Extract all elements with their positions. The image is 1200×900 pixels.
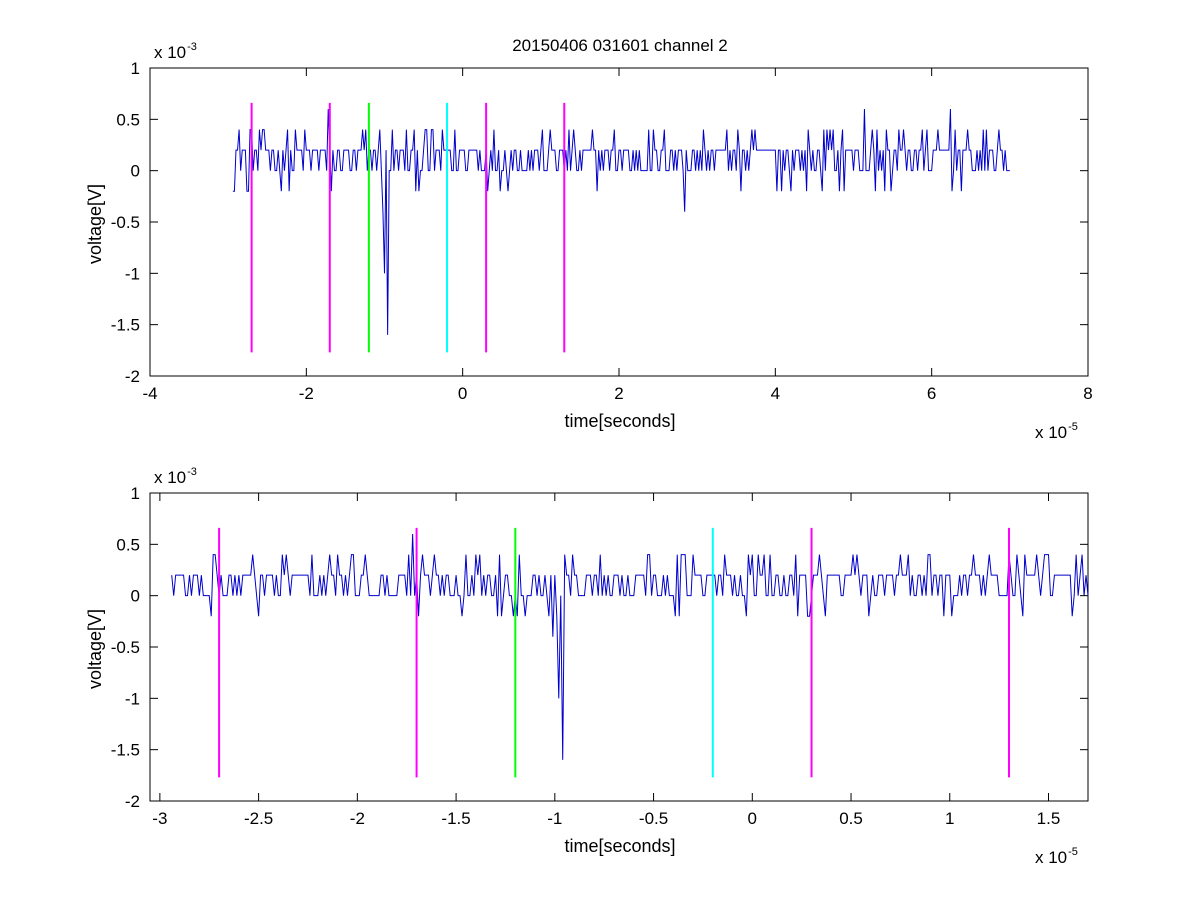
x-tick-label: -2.5 (244, 809, 273, 828)
y-exponent-base: x 10 (154, 468, 186, 487)
x-tick-label: -1 (547, 809, 562, 828)
x-exponent-power: -5 (1068, 421, 1078, 433)
x-axis-label: time[seconds] (564, 836, 675, 856)
y-axis-label: voltage[V] (85, 609, 105, 689)
y-exponent-power: -3 (187, 466, 197, 478)
x-tick-label: 0.5 (839, 809, 863, 828)
x-tick-label: 1.5 (1037, 809, 1061, 828)
y-exponent-label: x 10-3 (154, 466, 197, 487)
x-tick-label: 0 (748, 809, 757, 828)
x-axis-label: time[seconds] (564, 411, 675, 431)
y-tick-label: -2 (125, 367, 140, 386)
axes-bottom: -3 -2.5 -2 -1.5 -1 -0.5 0 0.5 1 1.5 -2 -1.5 -1 -0.5 0 0… (85, 466, 1089, 867)
y-tick-label: -0.5 (111, 213, 140, 232)
axes-top: -4 -2 0 2 4 6 8-2-1.5-1-0.500.51time[seconds]v… (85, 41, 1093, 442)
y-tick-label: 0.5 (116, 535, 140, 554)
x-tick-label: 6 (927, 384, 936, 403)
x-tick-label: 0 (458, 384, 467, 403)
y-tick-label: -1.5 (111, 741, 140, 760)
y-axis-label: voltage[V] (85, 184, 105, 264)
y-tick-label: 0 (131, 162, 140, 181)
y-tick-label: 0.5 (116, 110, 140, 129)
x-tick-label: -3 (152, 809, 167, 828)
y-tick-label: -0.5 (111, 638, 140, 657)
x-exponent-label: x 10-5 (1035, 421, 1078, 442)
signal-trace (232, 109, 1010, 335)
x-tick-label: 1 (945, 809, 954, 828)
y-tick-label: 1 (131, 484, 140, 503)
x-tick-label: -2 (350, 809, 365, 828)
x-tick-label: 8 (1083, 384, 1092, 403)
x-tick-label: -4 (142, 384, 157, 403)
x-tick-label: 2 (614, 384, 623, 403)
y-tick-label: -2 (125, 792, 140, 811)
x-tick-label: -0.5 (639, 809, 668, 828)
y-tick-label: 1 (131, 59, 140, 78)
x-exponent-label: x 10-5 (1035, 846, 1078, 867)
y-exponent-base: x 10 (154, 43, 186, 62)
x-tick-label: 4 (771, 384, 780, 403)
x-tick-label: -1.5 (441, 809, 470, 828)
figure-title: 20150406 031601 channel 2 (512, 36, 728, 55)
y-tick-label: -1 (125, 689, 140, 708)
y-tick-label: 0 (131, 587, 140, 606)
y-exponent-power: -3 (187, 41, 197, 53)
y-tick-label: -1 (125, 264, 140, 283)
plot-area (149, 67, 1089, 377)
x-exponent-power: -5 (1068, 846, 1078, 858)
y-exponent-label: x 10-3 (154, 41, 197, 62)
y-tick-label: -1.5 (111, 316, 140, 335)
signal-trace (171, 534, 1089, 760)
x-exponent-base: x 10 (1035, 423, 1067, 442)
plot-area (149, 492, 1089, 802)
x-exponent-base: x 10 (1035, 848, 1067, 867)
x-tick-label: -2 (299, 384, 314, 403)
